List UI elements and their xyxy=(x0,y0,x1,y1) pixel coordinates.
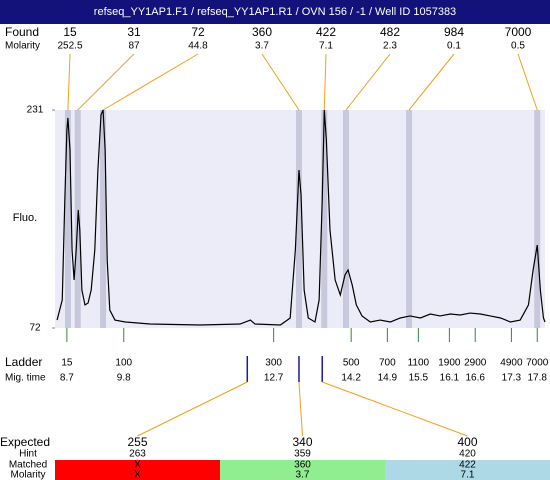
matched-bg xyxy=(220,460,385,480)
molarity-value: X xyxy=(134,470,141,480)
found-connector xyxy=(345,53,391,111)
ladder-time: 12.7 xyxy=(264,373,284,384)
found-molarity: 87 xyxy=(128,41,140,52)
expected-value: 255 xyxy=(127,435,147,449)
ladder-time: 17.8 xyxy=(528,373,548,384)
found-molarity: 44.8 xyxy=(188,41,208,52)
found-molarity: 252.5 xyxy=(57,41,82,52)
found-connector xyxy=(77,53,135,111)
found-molarity: 3.7 xyxy=(255,41,269,52)
found-size: 72 xyxy=(191,25,205,39)
hint-connector xyxy=(298,381,303,437)
ladder-size: 4900 xyxy=(500,358,523,369)
y-axis-label: Fluo. xyxy=(13,212,37,224)
found-size: 360 xyxy=(252,25,272,39)
molarity-value: 7.1 xyxy=(461,470,475,480)
hint-connector xyxy=(322,381,468,437)
found-connector xyxy=(517,53,538,111)
ladder-time: 14.9 xyxy=(378,373,398,384)
expected-value: 340 xyxy=(292,435,312,449)
ladder-label: Ladder xyxy=(5,355,42,369)
found-size: 7000 xyxy=(505,25,532,39)
molarity-value: 3.7 xyxy=(296,470,310,480)
matched-value: X xyxy=(134,460,141,471)
ladder-size: 2900 xyxy=(464,358,487,369)
ladder-time: 17.3 xyxy=(502,373,522,384)
y-tick-label: 231 xyxy=(27,105,44,116)
hint-value: 420 xyxy=(459,449,476,460)
found-connector xyxy=(67,53,71,111)
matched-bg xyxy=(55,460,220,480)
ladder-size: 7000 xyxy=(526,358,549,369)
found-connector xyxy=(408,53,455,111)
ladder-size: 100 xyxy=(115,358,132,369)
ladder-size: 1900 xyxy=(438,358,461,369)
ladder-time: 15.5 xyxy=(409,373,429,384)
found-connector xyxy=(102,53,199,111)
found-size: 422 xyxy=(316,25,336,39)
hint-value: 263 xyxy=(129,449,146,460)
peak-band xyxy=(534,110,541,328)
peak-band xyxy=(295,110,302,328)
peak-band xyxy=(343,110,350,328)
found-molarity: 2.3 xyxy=(383,41,397,52)
found-size: 984 xyxy=(444,25,464,39)
y-tick-label: 72 xyxy=(29,323,41,334)
ladder-time: 16.6 xyxy=(465,373,485,384)
matched-bg xyxy=(385,460,550,480)
header-bar xyxy=(0,0,550,24)
ladder-size: 15 xyxy=(61,358,73,369)
found-label: Found xyxy=(5,25,39,39)
found-size: 31 xyxy=(127,25,141,39)
hint-label: Hint xyxy=(19,449,37,460)
matched-label: Matched xyxy=(9,460,47,471)
ladder-time: 8.7 xyxy=(60,373,74,384)
hint-value: 359 xyxy=(294,449,311,460)
found-size: 482 xyxy=(380,25,400,39)
header-title: refseq_YY1AP1.F1 / refseq_YY1AP1.R1 / OV… xyxy=(94,6,456,18)
ladder-time: 16.1 xyxy=(440,373,460,384)
ladder-time: 14.2 xyxy=(341,373,361,384)
peak-band xyxy=(64,110,71,328)
ladder-size: 700 xyxy=(379,358,396,369)
found-connector xyxy=(323,53,327,111)
peak-band xyxy=(406,110,413,328)
found-molarity: 7.1 xyxy=(319,41,333,52)
mig-time-label: Mig. time xyxy=(5,373,46,384)
expected-label: Expected xyxy=(0,435,50,449)
peak-band xyxy=(321,110,328,328)
molarity-label: Molarity xyxy=(5,41,40,52)
expected-value: 400 xyxy=(457,435,477,449)
matched-value: 422 xyxy=(459,460,476,471)
found-molarity: 0.1 xyxy=(447,41,461,52)
matched-value: 360 xyxy=(294,460,311,471)
ladder-size: 1100 xyxy=(408,358,430,369)
expected-molarity-label: Molarity xyxy=(10,470,45,480)
found-connector xyxy=(261,53,300,111)
ladder-size: 300 xyxy=(265,358,282,369)
found-molarity: 0.5 xyxy=(511,41,525,52)
ladder-size: 500 xyxy=(343,358,360,369)
hint-connector xyxy=(137,381,248,437)
trace xyxy=(56,109,546,326)
ladder-time: 9.8 xyxy=(117,373,131,384)
found-size: 15 xyxy=(63,25,77,39)
peak-band xyxy=(100,110,107,328)
